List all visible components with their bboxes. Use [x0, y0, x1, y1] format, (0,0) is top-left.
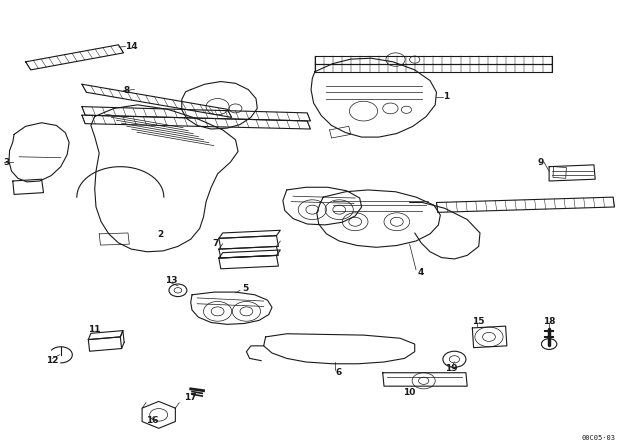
- Text: 4: 4: [417, 268, 424, 277]
- Text: 15: 15: [472, 317, 485, 326]
- Text: 3: 3: [4, 158, 10, 167]
- Text: 19: 19: [445, 364, 458, 373]
- Text: 14: 14: [125, 42, 138, 51]
- Text: 17: 17: [184, 393, 197, 402]
- Text: 10: 10: [403, 388, 415, 396]
- Text: 8: 8: [124, 86, 130, 95]
- Text: 12: 12: [46, 356, 59, 365]
- Text: 11: 11: [88, 325, 101, 334]
- Text: 5: 5: [242, 284, 248, 293]
- Text: 9: 9: [538, 158, 544, 167]
- Text: 18: 18: [543, 317, 556, 326]
- Text: 1: 1: [443, 92, 449, 101]
- Text: 13: 13: [165, 276, 178, 285]
- Text: 7: 7: [212, 239, 219, 248]
- Text: 2: 2: [157, 230, 163, 239]
- Text: 16: 16: [146, 416, 159, 425]
- Text: 00C05·03: 00C05·03: [581, 435, 616, 441]
- Text: 6: 6: [335, 368, 342, 377]
